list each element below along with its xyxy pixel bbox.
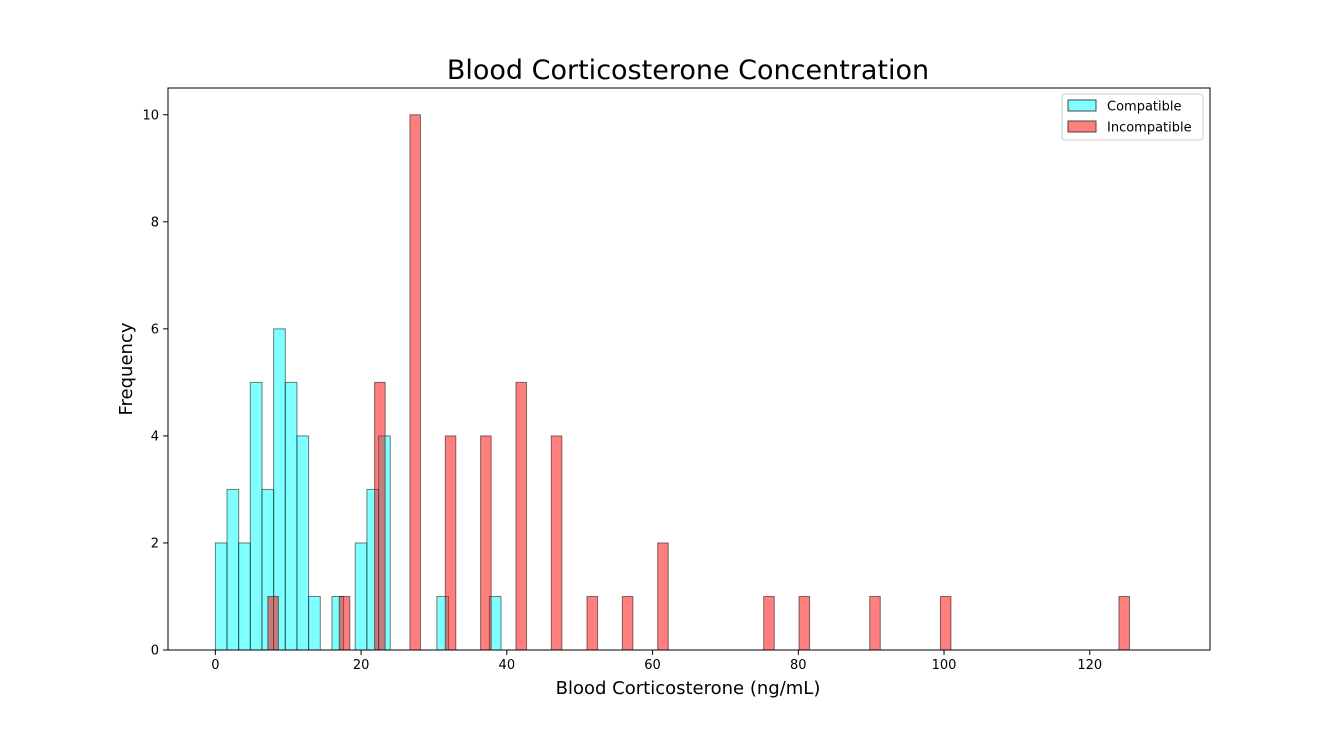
- incompatible-bar: [586, 595, 599, 651]
- incompatible-bar: [798, 595, 811, 651]
- compatible-bar: [284, 381, 298, 651]
- incompatible-bar: [515, 381, 528, 651]
- compatible-bar: [214, 542, 228, 651]
- compatible-bar: [308, 595, 321, 651]
- legend-swatch-incompatible: [1067, 120, 1097, 133]
- y-tick-label: 8: [151, 215, 159, 230]
- compatible-bar: [354, 542, 368, 651]
- incompatible-bar: [550, 435, 563, 651]
- incompatible-bars: [267, 114, 1164, 651]
- y-tick-label: 10: [142, 108, 159, 123]
- x-axis-label: Blood Corticosterone (ng/mL): [556, 678, 821, 699]
- y-tick-label: 2: [151, 536, 159, 551]
- legend: Compatible Incompatible: [1061, 93, 1204, 141]
- x-axis-ticks: 0 20 40 60 80 100 120: [211, 650, 1102, 673]
- compatible-bars: [214, 328, 502, 651]
- incompatible-bar: [869, 595, 881, 651]
- y-tick-label: 0: [151, 644, 159, 659]
- compatible-bar: [238, 542, 251, 651]
- incompatible-bar: [657, 542, 669, 651]
- incompatible-bar: [939, 595, 952, 651]
- legend-box: [1061, 93, 1204, 141]
- x-tick-label: 60: [644, 658, 661, 673]
- incompatible-bar: [409, 114, 421, 651]
- legend-label-incompatible: Incompatible: [1107, 121, 1192, 136]
- x-tick-label: 40: [499, 658, 516, 673]
- incompatible-bar: [1118, 595, 1130, 651]
- legend-swatch-compatible: [1067, 99, 1097, 112]
- x-tick-label: 80: [790, 658, 807, 673]
- y-axis-ticks: 0 2 4 6 8 10: [142, 108, 168, 659]
- incompatible-bar: [480, 435, 492, 651]
- x-tick-label: 120: [1077, 658, 1102, 673]
- x-tick-label: 20: [353, 658, 370, 673]
- incompatible-bar: [374, 381, 386, 651]
- y-tick-label: 4: [151, 429, 159, 444]
- plot-frame: [167, 87, 1211, 651]
- incompatible-bar: [338, 595, 351, 651]
- incompatible-bar: [763, 595, 775, 651]
- legend-label-compatible: Compatible: [1107, 100, 1181, 115]
- compatible-bar: [296, 435, 310, 651]
- x-tick-label: 0: [211, 658, 219, 673]
- chart-title: Blood Corticosterone Concentration: [447, 55, 929, 86]
- y-tick-label: 6: [151, 322, 159, 337]
- y-axis-label: Frequency: [116, 322, 137, 415]
- incompatible-bar: [267, 595, 279, 651]
- incompatible-bar: [444, 435, 457, 651]
- compatible-bar: [226, 488, 240, 651]
- x-tick-label: 100: [932, 658, 957, 673]
- incompatible-bar: [621, 595, 634, 651]
- compatible-bar: [249, 381, 263, 651]
